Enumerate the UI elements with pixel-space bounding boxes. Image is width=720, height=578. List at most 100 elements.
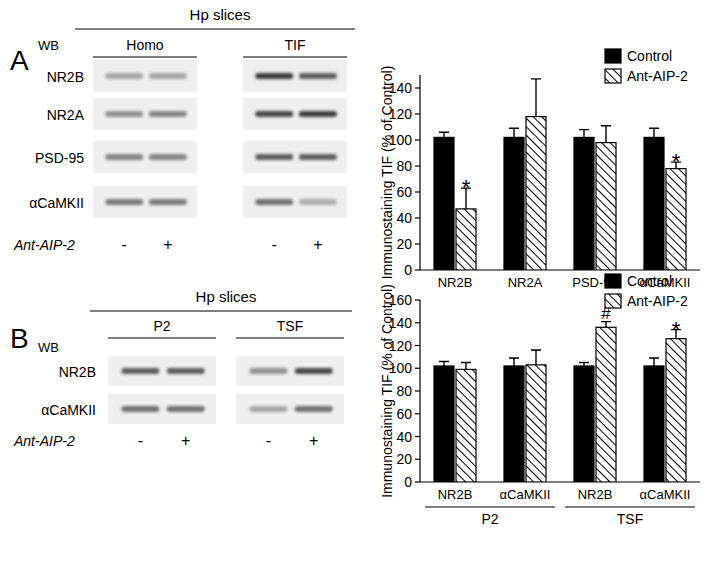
y-tick-label: 20 [396,451,412,467]
blot-strip [93,98,197,130]
bar [644,366,664,482]
y-tick [415,436,420,437]
bar [574,137,594,270]
title-rule [90,310,352,311]
y-tick [415,299,420,300]
blot-band [249,368,287,374]
blot-band [299,111,337,117]
bars [434,322,686,482]
legend-swatch [605,274,621,288]
title-rule [75,28,355,29]
lane-sign: + [181,432,190,449]
lane-sign: + [313,236,322,253]
error-bar [649,358,659,366]
blot-band [121,368,159,374]
blot-band [105,199,143,205]
category-label: NR2B [438,487,473,502]
wb-label: WB [38,340,59,355]
y-tick [415,481,420,482]
lane-sign: - [138,432,143,449]
bar [596,143,616,270]
y-tick-label: 40 [396,210,412,226]
bar [666,169,686,270]
group-rule [243,56,347,57]
y-tick [415,113,420,114]
bar [574,366,594,482]
legend-label: Ant-AIP-2 [627,68,688,84]
error-bar [579,363,589,366]
legend: ControlAnt-AIP-2 [605,48,688,84]
y-tick [415,191,420,192]
blot-panel: BHp slicesWBP2-+TSF-+NR2BαCaMKIIAnt-AIP-… [10,288,352,449]
error-bar [531,350,541,365]
bar [434,366,454,482]
blot-band [255,199,293,205]
blot-strip [243,98,347,130]
blot-band [149,154,187,160]
legend-swatch [605,294,621,308]
bar [526,117,546,270]
blot-band [149,111,187,117]
blot-band [149,199,187,205]
y-tick-label: 60 [396,184,412,200]
bar [434,137,454,270]
panel-letter: B [10,323,29,354]
blot-strip [243,186,347,218]
blot-strip [243,141,347,173]
blot-band [255,154,293,160]
category-label: NR2B [438,275,473,290]
blot-strip [243,60,347,92]
bar [666,339,686,482]
blot-strip [93,186,197,218]
y-tick [415,322,420,323]
treatment-label: Ant-AIP-2 [13,237,75,253]
group-header: P2 [153,318,170,334]
row-label: NR2A [47,107,85,123]
background [0,0,720,578]
blot-band [299,73,337,79]
blot-strip [93,60,197,92]
y-tick [415,139,420,140]
y-tick [415,390,420,391]
significance-mark: * [462,175,471,200]
error-bar [531,79,541,117]
y-tick-label: 20 [396,236,412,252]
bar [456,209,476,270]
y-tick [415,243,420,244]
blot-band [105,154,143,160]
category-label: αCaMKII [640,487,691,502]
bar [504,137,524,270]
y-tick [415,413,420,414]
blot-band [167,406,205,412]
panel-title: Hp slices [190,6,251,23]
bar [596,327,616,482]
group-rule [236,337,344,338]
error-bar [439,361,449,366]
blot-band [299,199,337,205]
blot-strip [108,394,216,424]
bar [456,369,476,482]
group-label: TSF [617,511,643,527]
legend-swatch [605,69,621,83]
category-label: NR2A [508,275,543,290]
blot-band [249,406,287,412]
group-header: TIF [285,37,306,53]
legend-label: Ant-AIP-2 [627,293,688,309]
y-tick [415,165,420,166]
error-bar [601,126,611,143]
blot-band [105,111,143,117]
error-bar [579,130,589,138]
category-label: NR2B [578,487,613,502]
y-tick [415,345,420,346]
treatment-label: Ant-AIP-2 [13,433,75,449]
group-rule [565,506,695,507]
blot-band [295,368,333,374]
bars [434,79,686,270]
panel-title: Hp slices [196,288,257,305]
lane-sign: + [163,236,172,253]
blot-strip [236,394,344,424]
lane-sign: - [266,432,271,449]
bar [526,365,546,482]
bar [644,137,664,270]
blot-strip [93,141,197,173]
